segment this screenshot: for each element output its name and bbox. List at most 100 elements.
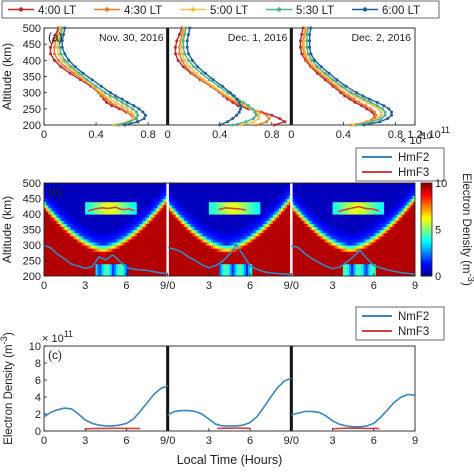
heatmap-cell — [155, 198, 158, 203]
heatmap-cell — [332, 235, 336, 240]
profile-point — [49, 45, 53, 49]
heatmap-cell — [70, 238, 74, 243]
heatmap-cell — [231, 226, 235, 231]
heatmap-cell — [64, 229, 68, 234]
heatmap-cell — [97, 269, 101, 274]
heatmap-cell — [145, 260, 148, 265]
heatmap-cell — [293, 183, 297, 187]
heatmap-cell — [182, 217, 185, 221]
heatmap-cell — [46, 241, 49, 246]
heatmap-cell — [256, 195, 259, 200]
profile-point — [132, 113, 136, 117]
heatmap-cell — [227, 263, 231, 268]
heatmap-cell — [204, 226, 208, 231]
heatmap-cell — [196, 257, 200, 262]
heatmap-cell — [167, 207, 171, 212]
heatmap-cell — [136, 220, 140, 224]
heatmap-cell — [334, 260, 338, 265]
heatmap-cell — [83, 257, 86, 262]
heatmap-cell — [163, 186, 167, 190]
heatmap-cell — [347, 210, 350, 215]
legend-marker — [190, 7, 196, 12]
heatmap-cell — [192, 272, 196, 276]
heatmap-cell — [237, 245, 241, 249]
heatmap-cell — [147, 220, 150, 224]
heatmap-cell — [338, 241, 342, 246]
heatmap-cell — [198, 260, 202, 265]
heatmap-cell — [124, 198, 128, 203]
heatmap-cell — [149, 229, 152, 234]
heatmap-cell — [95, 248, 99, 252]
heatmap-cell — [334, 235, 338, 240]
heatmap-cell — [241, 223, 245, 227]
heatmap-cell — [359, 266, 363, 271]
heatmap-cell — [227, 272, 231, 276]
heatmap-cell — [151, 266, 154, 271]
heatmap-cell — [272, 198, 276, 203]
heatmap-cell — [283, 204, 286, 209]
profile-point — [60, 26, 64, 30]
profile-point — [177, 52, 181, 56]
heatmap-cell — [276, 248, 280, 252]
heatmap-cell — [314, 263, 317, 268]
heatmap-cell — [219, 226, 222, 231]
heatmap-cell — [254, 192, 257, 196]
heatmap-cell — [110, 245, 113, 249]
heatmap-cell — [233, 269, 237, 274]
heatmap-cell — [246, 207, 249, 212]
heatmap-cell — [72, 204, 76, 209]
heatmap-cell — [233, 251, 237, 255]
heatmap-cell — [184, 223, 187, 227]
heatmap-cell — [192, 214, 196, 218]
heatmap-cell — [134, 272, 138, 276]
heatmap-cell — [120, 223, 123, 227]
heatmap-cell — [314, 229, 317, 234]
heatmap-cell — [206, 214, 210, 218]
heatmap-cell — [279, 186, 282, 190]
heatmap-cell — [241, 235, 245, 240]
heatmap-cell — [227, 207, 231, 212]
heatmap-cell — [276, 226, 280, 231]
heatmap-cell — [116, 220, 119, 224]
heatmap-cell — [229, 266, 233, 271]
profile-point — [364, 104, 368, 108]
heatmap-cell — [120, 217, 123, 221]
heatmap-cell — [223, 210, 226, 215]
heatmap-cell — [132, 260, 136, 265]
heatmap-cell — [186, 201, 189, 206]
heatmap-cell — [229, 272, 233, 276]
heatmap-cell — [198, 204, 202, 209]
heatmap-cell — [83, 248, 86, 252]
heatmap-cell — [344, 204, 348, 209]
heatmap-cell — [64, 217, 68, 221]
heatmap-cell — [332, 241, 336, 246]
heatmap-cell — [287, 204, 290, 209]
heatmap-cell — [124, 263, 128, 268]
heatmap-cell — [194, 201, 198, 206]
heatmap-cell — [155, 229, 158, 234]
heatmap-cell — [211, 269, 214, 274]
heatmap-cell — [60, 195, 64, 200]
heatmap-cell — [163, 217, 167, 221]
heatmap-cell — [338, 195, 342, 200]
heatmap-cell — [340, 217, 344, 221]
heatmap-cell — [342, 232, 346, 237]
heatmap-cell — [178, 257, 181, 262]
heatmap-cell — [347, 223, 350, 227]
x-tick-label: 0.8 — [264, 129, 279, 141]
heatmap-cell — [169, 217, 173, 221]
heatmap-cell — [93, 269, 97, 274]
heatmap-cell — [107, 260, 111, 265]
heatmap-cell — [258, 214, 262, 218]
heatmap-cell — [147, 217, 150, 221]
heatmap-cell — [250, 266, 253, 271]
heatmap-cell — [190, 186, 193, 190]
heatmap-cell — [272, 204, 276, 209]
heatmap-cell — [155, 214, 158, 218]
heatmap-cell — [134, 220, 138, 224]
heatmap-cell — [190, 189, 193, 193]
heatmap-cell — [99, 266, 103, 271]
heatmap-cell — [188, 260, 191, 265]
heatmap-cell — [355, 254, 358, 258]
heatmap-cell — [326, 241, 330, 246]
